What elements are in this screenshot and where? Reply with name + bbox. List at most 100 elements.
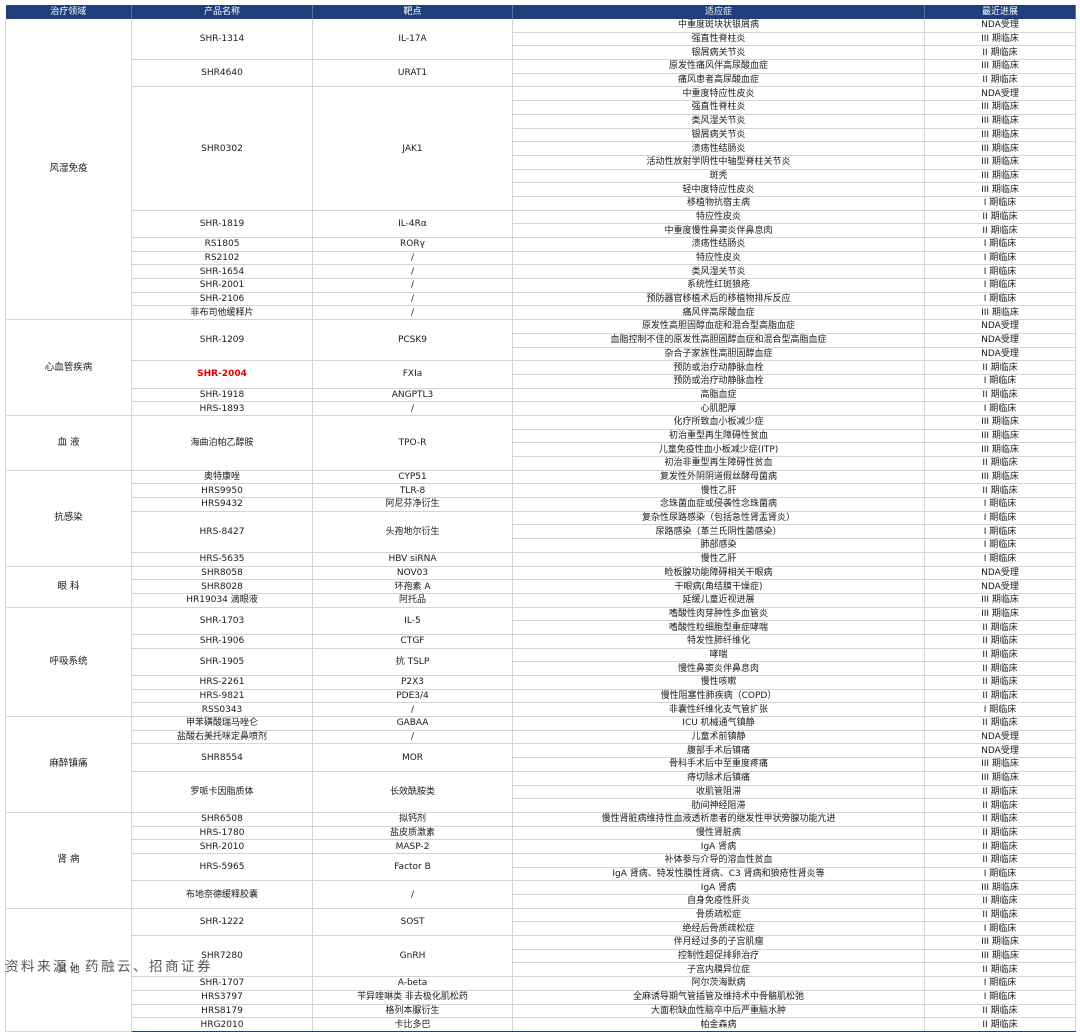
indication: 子宫内膜异位症	[512, 962, 925, 978]
indication: 骨科手术后中至重度疼痛	[512, 757, 925, 772]
product-name: SHR0302	[131, 86, 313, 211]
indication: 心肌肥厚	[512, 401, 925, 416]
target: NOV03	[312, 566, 513, 581]
indication: 溃疡性结肠炎	[512, 141, 925, 156]
indication: 中重度特应性皮炎	[512, 86, 925, 102]
table-row: HRS-9821 PDE3/4 慢性阻塞性肺疾病（COPD） II 期临床	[6, 689, 1076, 704]
table-row: HRS-5965 Factor B 补体参与介导的溶血性贫血 II 期临床	[6, 853, 1076, 882]
indication: 阿尔茨海默病	[512, 976, 925, 991]
indication: 类风湿关节炎	[512, 264, 925, 280]
latest-progress: III 期临床	[924, 415, 1076, 430]
table-row: 银屑病关节炎 II 期临床	[6, 45, 1076, 61]
product-name: HRS-1780	[131, 826, 313, 841]
table-row: HRS-5635 HBV siRNA 慢性乙肝 I 期临床	[6, 552, 1076, 567]
target: 长效酰胺类	[312, 771, 513, 813]
indication: 特发性肺纤维化	[512, 634, 925, 649]
latest-progress: I 期临床	[924, 278, 1076, 293]
latest-progress: NDA受理	[924, 86, 1076, 102]
product-name: 盐酸右美托咪定鼻喷剂	[131, 730, 313, 745]
indication: 嗜酸性肉芽肿性多血管炎	[512, 607, 925, 622]
indication: 慢性鼻窦炎伴鼻息肉	[512, 661, 925, 676]
target: HBV siRNA	[312, 552, 513, 567]
table-row: HRG2010 卡比多巴 帕金森病 II 期临床	[6, 1017, 1076, 1032]
indication: 银屑病关节炎	[512, 45, 925, 61]
latest-progress: II 期临床	[924, 785, 1076, 800]
indication: 活动性放射学阴性中轴型脊柱关节炎	[512, 155, 925, 170]
latest-progress: I 期临床	[924, 511, 1076, 526]
latest-progress: III 期临床	[924, 607, 1076, 622]
indication: 强直性脊柱炎	[512, 100, 925, 115]
product-name: SHR-1819	[131, 210, 313, 239]
target: 盐皮质激素	[312, 826, 513, 841]
indication: 肺部感染	[512, 538, 925, 553]
indication: 收肌管阻滞	[512, 785, 925, 800]
latest-progress: NDA受理	[924, 19, 1076, 33]
table-row: 子宫内膜异位症 II 期临床	[6, 962, 1076, 978]
latest-progress: I 期临床	[924, 292, 1076, 307]
latest-progress: NDA受理	[924, 730, 1076, 745]
latest-progress: III 期临床	[924, 757, 1076, 772]
table-row: 自身免疫性肝炎 II 期临床	[6, 894, 1076, 909]
therapeutic-area: 血 液	[5, 415, 132, 471]
target: TLR-8	[312, 483, 513, 499]
latest-progress: III 期临床	[924, 442, 1076, 457]
target: 环孢素 A	[312, 579, 513, 594]
latest-progress: III 期临床	[924, 114, 1076, 129]
target: P2X3	[312, 675, 513, 690]
product-name: 罗哌卡因脂质体	[131, 771, 313, 813]
table-row: 活动性放射学阴性中轴型脊柱关节炎 III 期临床	[6, 155, 1076, 170]
indication: 嗜酸性粒细胞型重症哮喘	[512, 620, 925, 635]
target: 拟钙剂	[312, 812, 513, 827]
indication: 移植物抗宿主病	[512, 196, 925, 211]
table-row: 呼吸系统 SHR-1703 IL-5 嗜酸性肉芽肿性多血管炎 III 期临床	[5, 607, 1076, 718]
product-name: 海曲泊帕乙醇胺	[131, 415, 313, 471]
indication: 银屑病关节炎	[512, 128, 925, 143]
table-row: 预防或治疗动静脉血栓 I 期临床	[6, 374, 1076, 389]
latest-progress: II 期临床	[924, 908, 1076, 923]
latest-progress: II 期临床	[924, 73, 1076, 88]
latest-progress: II 期临床	[924, 689, 1076, 704]
target: GABAA	[312, 716, 513, 731]
latest-progress: I 期临床	[924, 196, 1076, 211]
table-row: HRS-2261 P2X3 慢性咳嗽 II 期临床	[6, 675, 1076, 690]
indication: 初治非重型再生障碍性贫血	[512, 456, 925, 471]
indication: 腹部手术后镇痛	[512, 743, 925, 759]
product-name: 非布司他缓释片	[131, 305, 313, 321]
indication: 骨质疏松症	[512, 908, 925, 923]
product-name: HRS-8427	[131, 511, 313, 553]
table-row: HRS8179 格列本脲衍生 大面积缺血性脑卒中后严重脑水肿 II 期临床	[6, 1004, 1076, 1019]
product-name: SHR8554	[131, 743, 313, 772]
table-row: SHR0302 JAK1 中重度特应性皮炎 NDA受理	[6, 86, 1076, 211]
indication: 中重度慢性鼻窦炎伴鼻息肉	[512, 223, 925, 238]
latest-progress: II 期临床	[924, 388, 1076, 403]
product-name: 甲苯磺酸瑞马唑仑	[131, 716, 313, 731]
indication: 非囊性纤维化支气管扩张	[512, 702, 925, 718]
table-row: 非布司他缓释片 / 痛风伴高尿酸血症 III 期临床	[6, 305, 1076, 321]
target: /	[312, 702, 513, 718]
latest-progress: NDA受理	[924, 347, 1076, 362]
latest-progress: NDA受理	[924, 566, 1076, 581]
target: /	[312, 401, 513, 416]
table-row: HRS-8427 头孢地尔衍生 复杂性尿路感染（包括急性肾盂肾炎） I 期临床	[6, 511, 1076, 553]
target: URAT1	[312, 59, 513, 88]
latest-progress: III 期临床	[924, 59, 1076, 74]
table-row: 痛风患者高尿酸血症 II 期临床	[6, 73, 1076, 88]
latest-progress: III 期临床	[924, 305, 1076, 321]
target: 阿尼芬净衍生	[312, 497, 513, 512]
target: CYP51	[312, 470, 513, 485]
table-row: SHR-1654/类风湿关节炎 I 期临床	[6, 264, 1076, 280]
target: JAK1	[312, 86, 513, 211]
target: 头孢地尔衍生	[312, 511, 513, 553]
indication: 伴月经过多的子宫肌瘤	[512, 935, 925, 950]
product-name: SHR-1209	[131, 319, 313, 362]
latest-progress: II 期临床	[924, 620, 1076, 635]
indication: 干眼病(角结膜干燥症)	[512, 579, 925, 594]
header-indication: 适应症	[512, 5, 925, 19]
indication: 杂合子家族性高胆固醇血症	[512, 347, 925, 362]
target: 抗 TSLP	[312, 648, 513, 677]
product-name: HRS-2261	[131, 675, 313, 690]
product-name: RS2102	[131, 251, 313, 266]
product-name: SHR-2010	[131, 839, 313, 854]
latest-progress: II 期临床	[924, 812, 1076, 827]
indication: 自身免疫性肝炎	[512, 894, 925, 909]
